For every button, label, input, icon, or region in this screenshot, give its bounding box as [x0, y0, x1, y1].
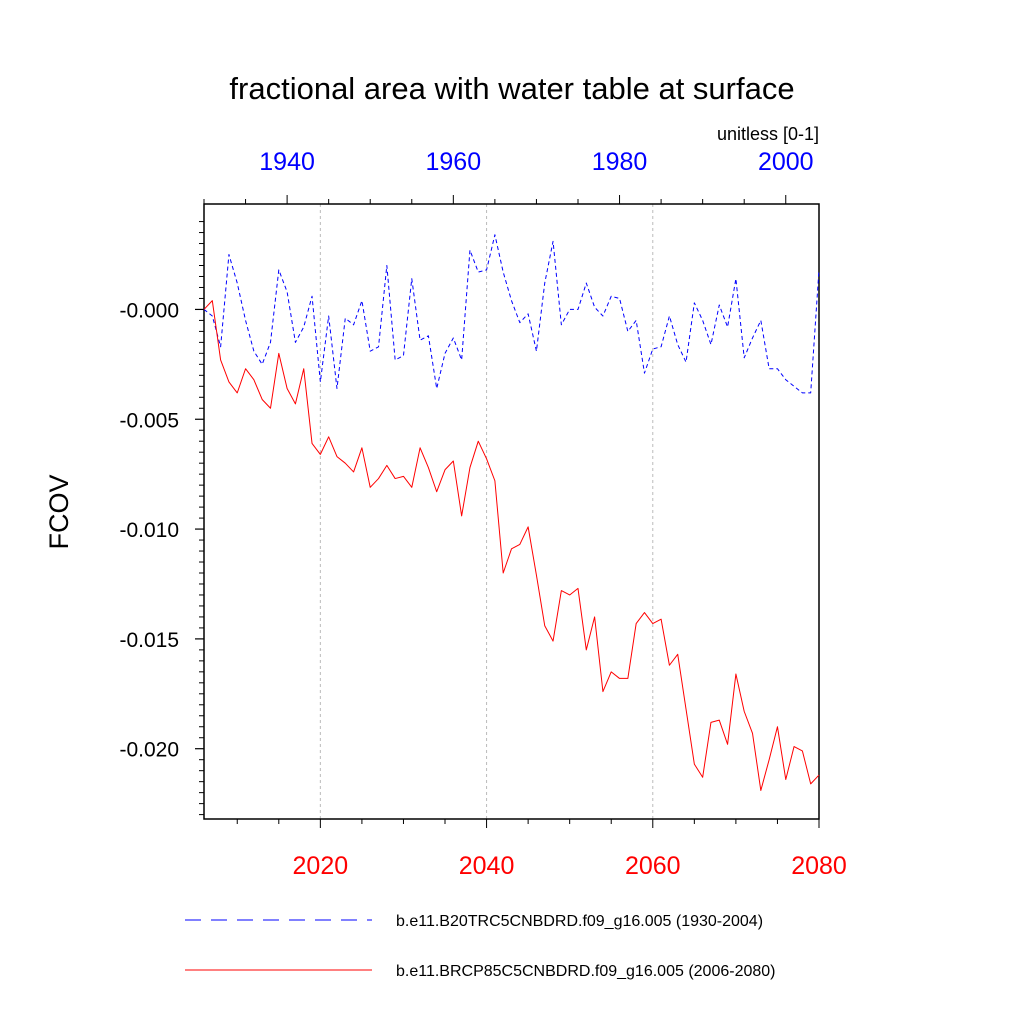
axis-ticks [195, 195, 820, 828]
bottom-tick-label: 2060 [625, 852, 681, 880]
top-tick-label: 1960 [426, 148, 482, 176]
series-lines [203, 234, 820, 791]
y-tick-label: -0.005 [119, 409, 179, 432]
plot-frame [203, 203, 820, 820]
bottom-tick-label: 2020 [293, 852, 349, 880]
top-tick-label: 2000 [758, 148, 814, 176]
y-tick-label: -0.000 [119, 299, 179, 322]
series-line-historical [203, 234, 820, 394]
bottom-tick-label: 2080 [791, 852, 847, 880]
y-axis-label: FCOV [44, 474, 74, 549]
chart-title: fractional area with water table at surf… [229, 71, 794, 106]
legend-label-historical: b.e11.B20TRC5CNBDRD.f09_g16.005 (1930-20… [396, 913, 763, 930]
top-tick-label: 1980 [592, 148, 648, 176]
y-tick-label: -0.010 [119, 519, 179, 542]
bottom-tick-label: 2040 [459, 852, 515, 880]
top-tick-label: 1940 [259, 148, 315, 176]
y-tick-label: -0.015 [119, 629, 179, 652]
tick-labels: -0.000 -0.005 -0.010 -0.015 -0.020 1940 1960 19… [119, 148, 846, 880]
grid-lines [319, 204, 654, 819]
series-line-rcp85 [203, 300, 820, 791]
legend-label-rcp85: b.e11.BRCP85C5CNBDRD.f09_g16.005 (2006-2… [396, 963, 775, 980]
units-label: unitless [0-1] [717, 124, 819, 144]
y-tick-label: -0.020 [119, 739, 179, 762]
